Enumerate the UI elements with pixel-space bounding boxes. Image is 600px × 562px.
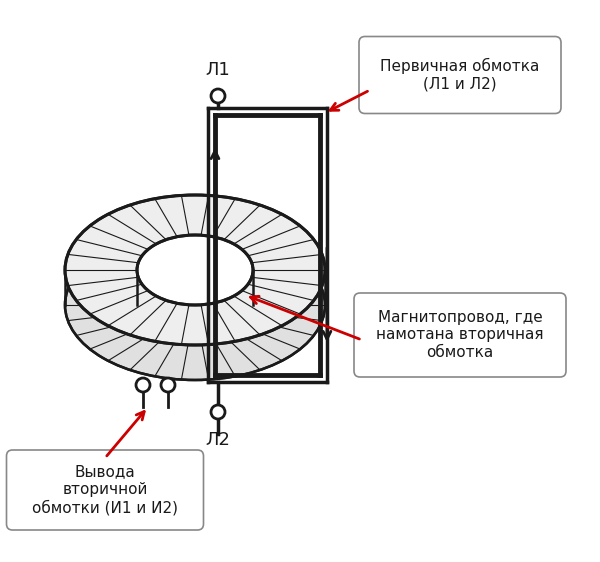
FancyBboxPatch shape (7, 450, 203, 530)
Ellipse shape (65, 195, 325, 345)
FancyBboxPatch shape (354, 293, 566, 377)
Text: Первичная обмотка
(Л1 и Л2): Первичная обмотка (Л1 и Л2) (380, 58, 539, 92)
FancyBboxPatch shape (359, 37, 561, 114)
Circle shape (211, 89, 225, 103)
Ellipse shape (65, 230, 325, 380)
Text: Магнитопровод, где
намотана вторичная
обмотка: Магнитопровод, где намотана вторичная об… (376, 310, 544, 360)
Ellipse shape (137, 270, 253, 340)
Ellipse shape (137, 235, 253, 305)
Circle shape (161, 378, 175, 392)
Text: Вывода
вторичной
обмотки (И1 и И2): Вывода вторичной обмотки (И1 и И2) (32, 465, 178, 515)
Circle shape (211, 405, 225, 419)
Text: Л2: Л2 (206, 431, 230, 449)
Circle shape (136, 378, 150, 392)
Text: Л1: Л1 (206, 61, 230, 79)
